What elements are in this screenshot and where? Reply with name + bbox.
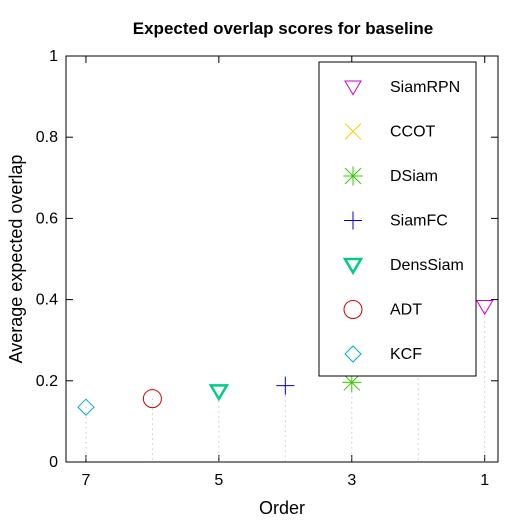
y-tick-label: 0.2 [36, 373, 58, 390]
plot-frame [65, 55, 499, 463]
y-tick-label: 0.6 [36, 210, 58, 227]
x-tick-label: 3 [347, 472, 356, 489]
y-tick-label: 0.8 [36, 129, 58, 146]
legend-marker-siamrpn [344, 80, 362, 96]
legend-label: CCOT [390, 124, 436, 141]
legend-label: KCF [390, 346, 422, 363]
x-tick-label: 1 [480, 472, 489, 489]
legend-marker-adt [343, 300, 363, 319]
y-tick-label: 1 [49, 48, 58, 65]
data-point-kcf [77, 398, 95, 416]
legend-label: DSiam [390, 168, 438, 185]
legend-marker-siamfc [344, 211, 362, 230]
legend-label: SiamRPN [390, 79, 460, 96]
y-tick-label: 0 [49, 454, 58, 471]
legend-marker-ccot [344, 123, 362, 140]
data-point-denssiam [208, 384, 230, 402]
x-tick-label: 7 [81, 472, 90, 489]
x-tick-label: 5 [214, 472, 223, 489]
legend-marker-kcf [344, 345, 362, 363]
legend-box [318, 61, 477, 377]
legend-label: DensSiam [390, 257, 464, 274]
legend-label: SiamFC [390, 213, 448, 230]
x-axis-label: Order [259, 498, 305, 518]
legend-label: ADT [390, 302, 422, 319]
legend-marker-denssiam [342, 257, 364, 276]
data-point-siamfc [276, 376, 295, 395]
y-axis-label: Average expected overlap [6, 155, 26, 364]
data-point-siamrpn [475, 300, 494, 316]
y-tick-label: 0.4 [36, 292, 58, 309]
chart-title: Expected overlap scores for baseline [133, 19, 433, 38]
legend-marker-dsiam [343, 166, 363, 186]
plot-layer: 0 0.2 0.4 0.6 0.8 1 7 5 3 1 [36, 48, 498, 489]
data-point-adt [142, 389, 162, 409]
legend: SiamRPN CCOT DSiam SiamFC DensSiam ADT KCF [342, 79, 464, 363]
